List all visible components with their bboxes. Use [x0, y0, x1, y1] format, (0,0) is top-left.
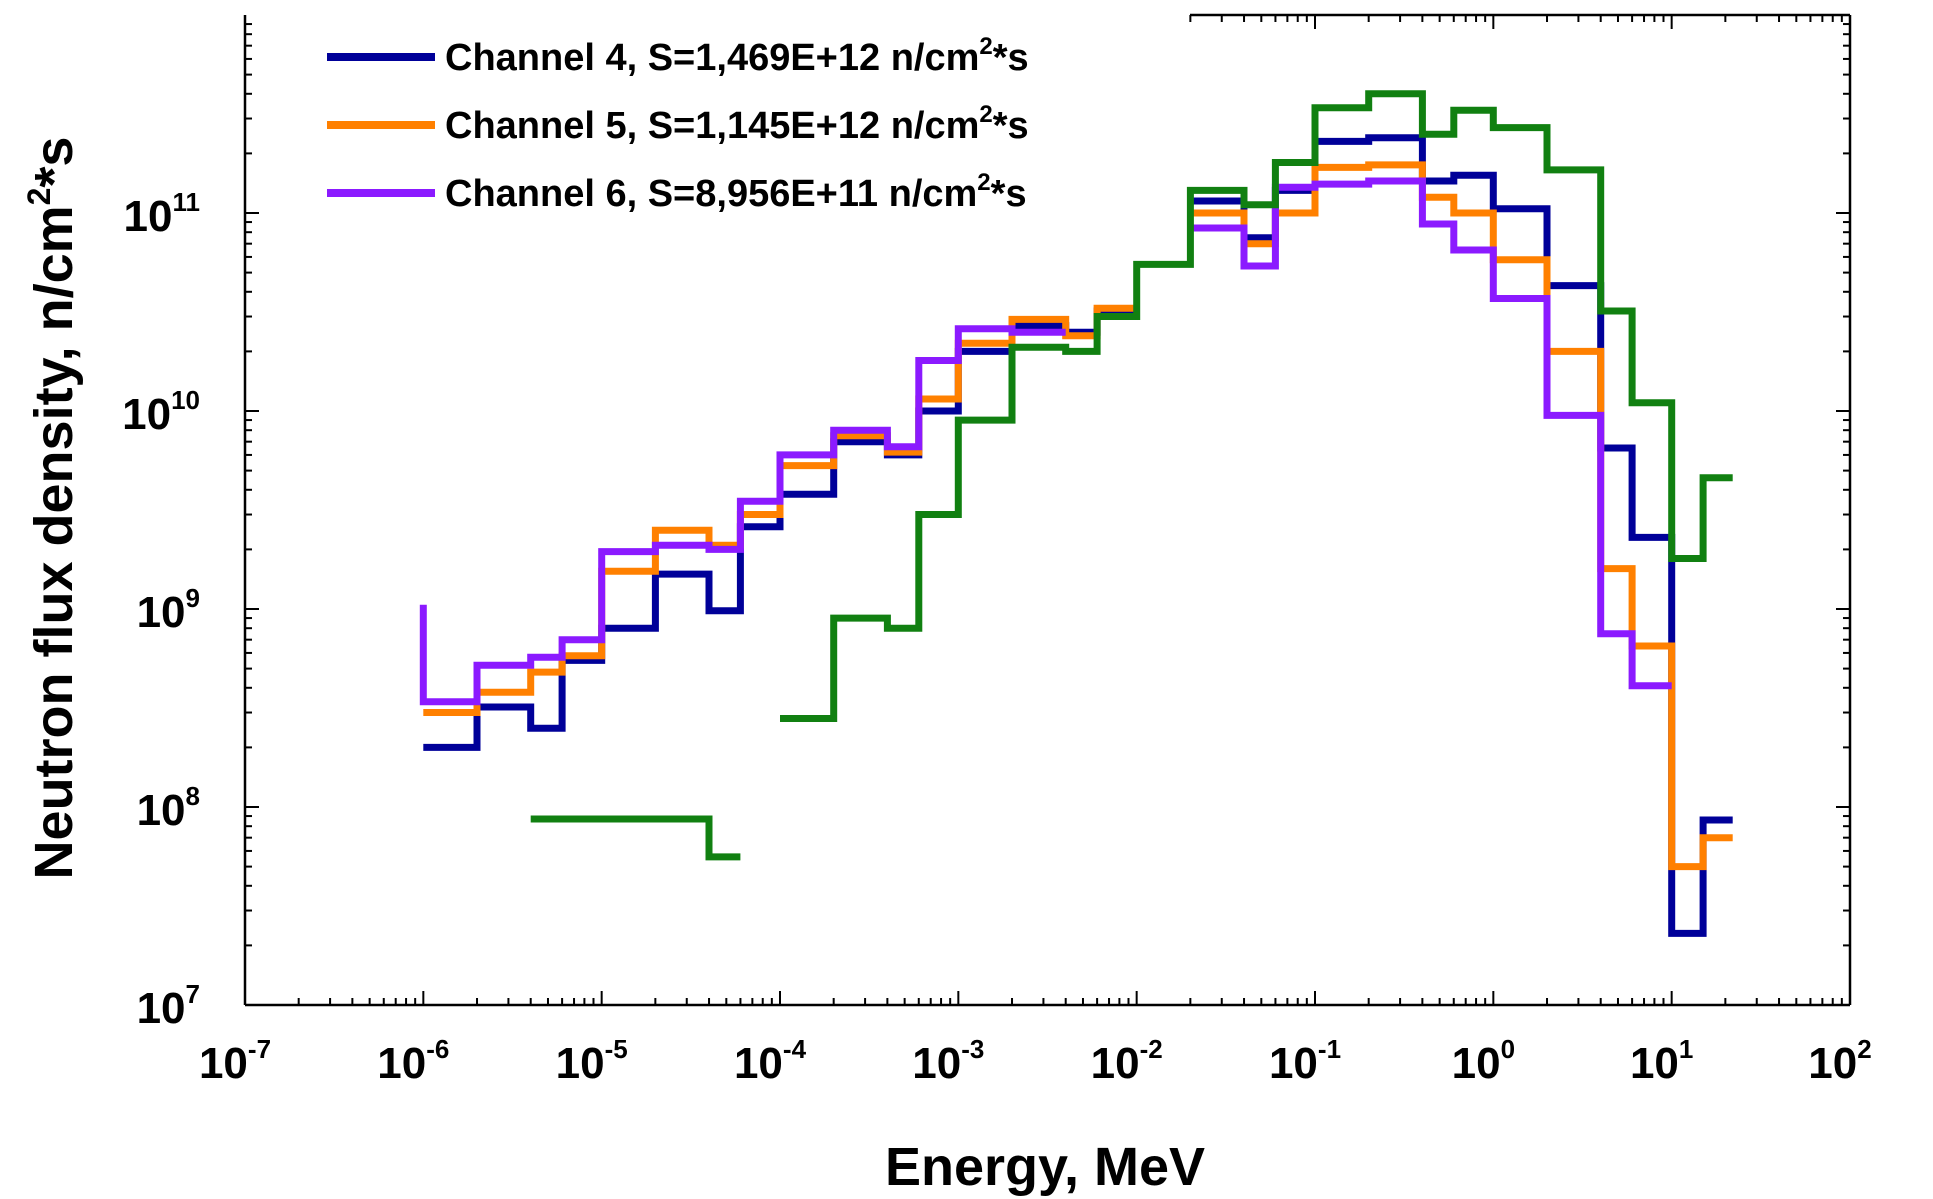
x-tick-label: 101 [1630, 1034, 1693, 1088]
x-tick-label: 102 [1808, 1034, 1871, 1088]
series-lines [419, 90, 1733, 937]
y-axis-title: Neutron flux density, n/cm2*s [21, 137, 84, 880]
series-4-line [780, 90, 1733, 722]
tick-labels: 10-7 10-6 10-5 10-4 10-3 10-2 10-1 100 101 102 107… [122, 187, 1872, 1088]
x-tick-label: 10-3 [912, 1034, 984, 1088]
y-tick-label: 1011 [124, 187, 200, 241]
x-tick-label: 10-4 [734, 1034, 807, 1088]
series-1-line [1190, 134, 1733, 937]
x-tick-label: 10-1 [1269, 1034, 1341, 1088]
series-2-line [1190, 161, 1733, 871]
y-tick-label: 107 [137, 979, 200, 1033]
legend: Channel 4, S=1,469E+12 n/cm2*s Channel 5,… [327, 33, 1029, 215]
y-axis-title-tail: *s [24, 137, 84, 188]
x-axis-title: Energy, MeV [885, 1137, 1205, 1197]
series-3-line [1190, 177, 1672, 690]
series-2-line [423, 304, 1137, 716]
x-tick-label: 100 [1452, 1034, 1515, 1088]
legend-label-1: Channel 4, S=1,469E+12 n/cm2*s [445, 33, 1029, 79]
x-tick-label: 10-7 [199, 1034, 271, 1088]
x-tick-label: 10-5 [556, 1034, 628, 1088]
legend-label-3: Channel 6, S=8,956E+11 n/cm2*s [445, 169, 1027, 215]
y-axis-title-main: Neutron flux density, n/cm [24, 205, 84, 879]
x-tick-label: 10-2 [1091, 1034, 1163, 1088]
y-axis-title-superscript: 2 [21, 188, 57, 206]
x-tick-label: 10-6 [377, 1034, 449, 1088]
y-tick-label: 1010 [122, 385, 200, 439]
series-3-line [419, 325, 1066, 706]
plot-frame [243, 13, 1852, 1007]
y-tick-label: 109 [137, 583, 200, 637]
legend-label-2: Channel 5, S=1,145E+12 n/cm2*s [445, 101, 1029, 147]
y-tick-label: 108 [137, 781, 200, 835]
series-4-line [530, 815, 741, 861]
